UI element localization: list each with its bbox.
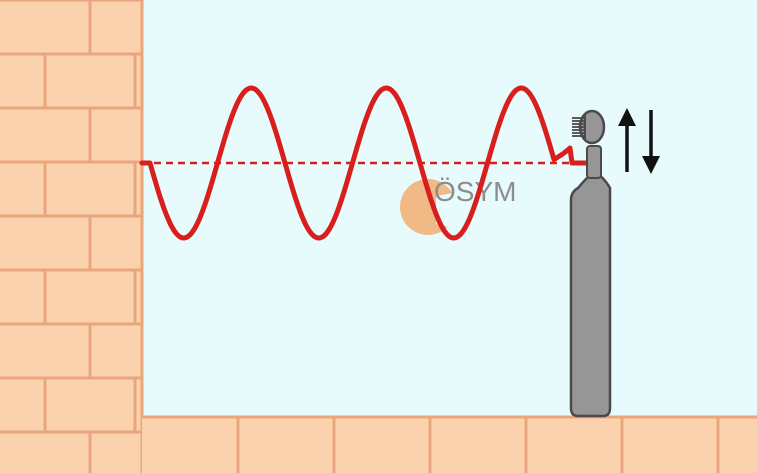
- vibrator-comb: [572, 114, 586, 140]
- osym-logo-icon: [400, 179, 470, 235]
- brick-wall: [0, 0, 144, 473]
- up-down-arrows-icon: [618, 108, 660, 174]
- brick-floor: [142, 415, 757, 473]
- string-wave: [139, 85, 593, 241]
- electric-vibrator-device: [569, 109, 612, 418]
- vibrator-neck: [586, 145, 602, 179]
- vibrator-body: [569, 170, 612, 418]
